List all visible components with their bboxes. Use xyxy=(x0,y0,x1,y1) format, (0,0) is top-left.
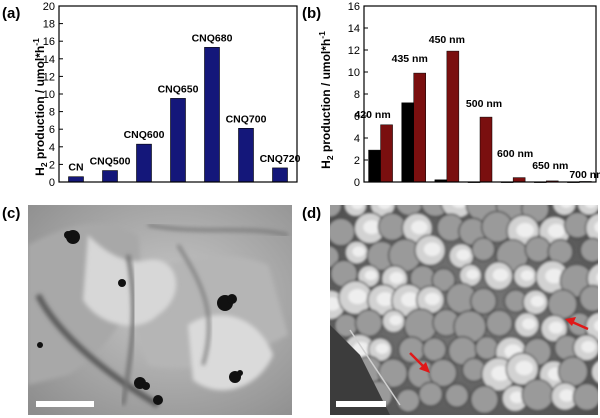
panel-label-b: (b) xyxy=(302,5,321,22)
y-tick-label-a: 0 xyxy=(49,177,55,189)
y-tick-label-a: 6 xyxy=(49,124,55,136)
scale-bar-c xyxy=(36,401,94,407)
y-tick-label-b: 6 xyxy=(354,111,360,123)
arrow-d-2 xyxy=(565,317,589,331)
y-tick-label-a: 14 xyxy=(43,54,55,66)
y-tick-label-b: 12 xyxy=(348,45,360,57)
y-axis-ticks-a: 0 2 4 6 8 10 12 14 16 18 20 xyxy=(43,1,63,189)
bar-label-a: CNQ650 xyxy=(158,83,199,95)
plot-frame-b xyxy=(363,5,597,183)
bar-label-a: CNQ700 xyxy=(226,113,267,125)
bar-label-b: 420 nm xyxy=(354,109,390,121)
bar-label-a: CNQ500 xyxy=(90,156,131,168)
bar-a xyxy=(204,47,220,183)
y-tick-label-a: 12 xyxy=(43,71,55,83)
bar-b-series-2 xyxy=(446,50,460,183)
bar-label-b: 500 nm xyxy=(466,98,502,110)
y-tick-label-a: 18 xyxy=(43,19,55,31)
plot-frame-a xyxy=(58,5,298,183)
bar-labels-a: CN CNQ500 CNQ600 CNQ650 CNQ680 CNQ700 CNQ720 xyxy=(68,32,300,173)
bar-label-a: CNQ720 xyxy=(260,153,300,165)
y-tick-label-b: 8 xyxy=(354,89,360,101)
arrow-d-1 xyxy=(409,352,430,373)
bar-b-series-2 xyxy=(413,72,426,183)
y-tick-label-a: 20 xyxy=(43,1,55,13)
y-tick-label-b: 4 xyxy=(354,133,360,145)
y-tick-label-b: 16 xyxy=(348,1,360,13)
bar-label-b: 700 nm xyxy=(569,169,600,181)
y-tick-label-a: 8 xyxy=(49,107,55,119)
bar-label-b: 435 nm xyxy=(392,53,428,65)
y-tick-label-b: 0 xyxy=(354,177,360,189)
y-axis-label-a: H2 production / umol*h-1 xyxy=(31,38,49,176)
bar-b-series-2 xyxy=(512,177,526,183)
bar-b-series-2 xyxy=(380,124,393,183)
y-tick-label-b: 10 xyxy=(348,67,360,79)
bar-label-a: CNQ600 xyxy=(124,129,165,141)
y-axis-ticks-b: 0 2 4 6 8 10 12 14 16 xyxy=(348,1,368,189)
panel-label-a: (a) xyxy=(2,5,20,22)
chart-b: (b) H2 production / umol*h-1 0 2 4 6 8 10 12 14… xyxy=(302,1,600,189)
bar-a xyxy=(68,176,84,183)
bar-label-a: CN xyxy=(68,162,83,174)
bars-b xyxy=(368,50,592,183)
y-tick-label-a: 16 xyxy=(43,36,55,48)
y-tick-label-a: 10 xyxy=(43,89,55,101)
bar-label-b: 600 nm xyxy=(497,148,533,160)
panel-label-c: (c) xyxy=(2,205,20,222)
bar-a xyxy=(136,143,152,183)
bar-b-series-2 xyxy=(479,116,493,183)
panel-label-d: (d) xyxy=(302,205,321,222)
y-tick-label-a: 2 xyxy=(49,159,55,171)
bar-label-b: 650 nm xyxy=(532,160,568,172)
y-tick-label-b: 14 xyxy=(348,23,360,35)
bar-b-series-1 xyxy=(368,149,381,183)
bar-label-a: CNQ680 xyxy=(192,32,233,44)
bar-b-series-1 xyxy=(401,102,414,183)
bar-a xyxy=(238,128,254,183)
y-tick-label-b: 2 xyxy=(354,155,360,167)
tem-image-d xyxy=(330,205,598,415)
y-axis-label-b: H2 production / umol*h-1 xyxy=(317,31,335,169)
bar-a xyxy=(272,167,288,183)
bar-label-b: 450 nm xyxy=(429,34,465,46)
y-tick-label-a: 4 xyxy=(49,142,55,154)
chart-a: (a) H2 production / umol*h-1 0 2 4 6 8 10 12 14… xyxy=(2,1,300,189)
tem-image-c xyxy=(28,205,292,415)
bar-a xyxy=(102,170,118,183)
bar-a xyxy=(170,98,186,183)
scale-bar-d xyxy=(336,401,386,407)
